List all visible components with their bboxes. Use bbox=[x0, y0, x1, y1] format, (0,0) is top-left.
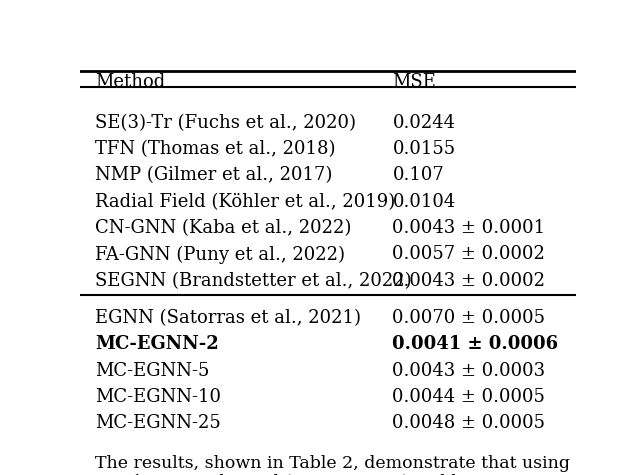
Text: TFN (Thomas et al., 2018): TFN (Thomas et al., 2018) bbox=[95, 140, 335, 158]
Text: 0.107: 0.107 bbox=[392, 166, 444, 184]
Text: 0.0070 ± 0.0005: 0.0070 ± 0.0005 bbox=[392, 309, 545, 327]
Text: 0.0104: 0.0104 bbox=[392, 193, 456, 211]
Text: 0.0244: 0.0244 bbox=[392, 114, 456, 132]
Text: 0.0043 ± 0.0003: 0.0043 ± 0.0003 bbox=[392, 361, 546, 380]
Text: SE(3)-Tr (Fuchs et al., 2020): SE(3)-Tr (Fuchs et al., 2020) bbox=[95, 114, 356, 132]
Text: FA-GNN (Puny et al., 2022): FA-GNN (Puny et al., 2022) bbox=[95, 246, 345, 264]
Text: MSE: MSE bbox=[392, 74, 436, 92]
Text: EGNN (Satorras et al., 2021): EGNN (Satorras et al., 2021) bbox=[95, 309, 361, 327]
Text: CN-GNN (Kaba et al., 2022): CN-GNN (Kaba et al., 2022) bbox=[95, 219, 351, 237]
Text: MC-EGNN-25: MC-EGNN-25 bbox=[95, 414, 221, 432]
Text: SEGNN (Brandstetter et al., 2022): SEGNN (Brandstetter et al., 2022) bbox=[95, 272, 412, 290]
Text: 0.0155: 0.0155 bbox=[392, 140, 456, 158]
Text: MC-EGNN-5: MC-EGNN-5 bbox=[95, 361, 209, 380]
Text: Method: Method bbox=[95, 74, 165, 92]
Text: The results, shown in Table 2, demonstrate that using
just 1 vector channel (MC-: The results, shown in Table 2, demonstra… bbox=[95, 455, 570, 475]
Text: 0.0044 ± 0.0005: 0.0044 ± 0.0005 bbox=[392, 388, 545, 406]
Text: 0.0043 ± 0.0001: 0.0043 ± 0.0001 bbox=[392, 219, 546, 237]
Text: 0.0041 ± 0.0006: 0.0041 ± 0.0006 bbox=[392, 335, 559, 353]
Text: 0.0048 ± 0.0005: 0.0048 ± 0.0005 bbox=[392, 414, 545, 432]
Text: NMP (Gilmer et al., 2017): NMP (Gilmer et al., 2017) bbox=[95, 166, 332, 184]
Text: MC-EGNN-2: MC-EGNN-2 bbox=[95, 335, 219, 353]
Text: 0.0043 ± 0.0002: 0.0043 ± 0.0002 bbox=[392, 272, 545, 290]
Text: Radial Field (Köhler et al., 2019): Radial Field (Köhler et al., 2019) bbox=[95, 193, 395, 211]
Text: 0.0057 ± 0.0002: 0.0057 ± 0.0002 bbox=[392, 246, 545, 263]
Text: MC-EGNN-10: MC-EGNN-10 bbox=[95, 388, 221, 406]
